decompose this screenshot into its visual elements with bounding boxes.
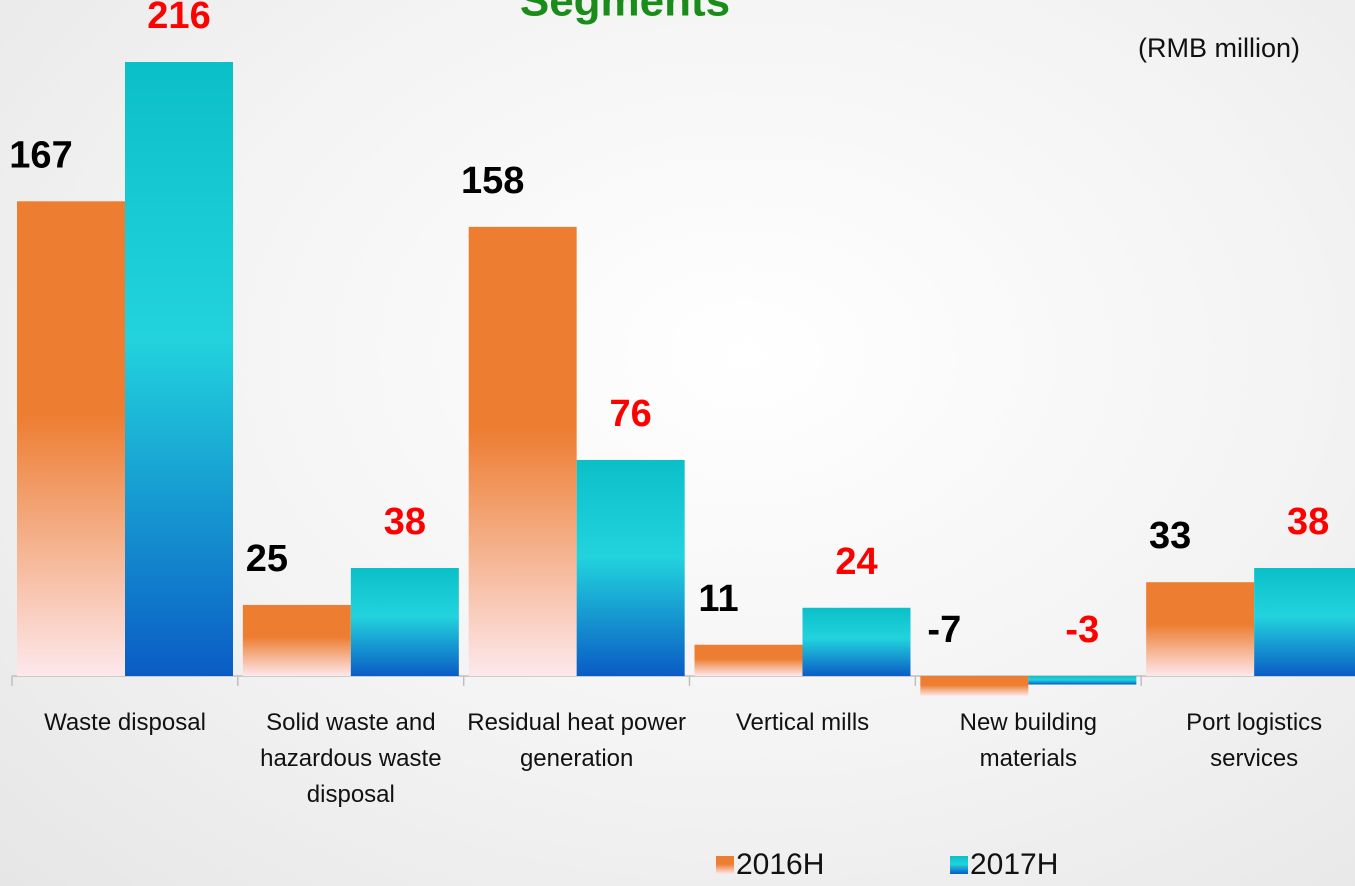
legend-label: 2017H: [970, 848, 1058, 881]
bar: [576, 459, 685, 676]
data-label: 76: [610, 393, 652, 435]
bar: [1146, 582, 1255, 676]
data-label: 33: [1149, 515, 1191, 557]
legend-swatch: [950, 856, 968, 874]
bar: [802, 607, 911, 676]
data-label: 24: [835, 541, 877, 583]
x-tick-label: Residual heat power generation: [467, 709, 687, 772]
data-label: 38: [1287, 501, 1329, 543]
data-label: 25: [246, 538, 288, 580]
x-tick-label: Solid waste and hazardous waste disposal: [260, 709, 442, 808]
bar: [1028, 676, 1137, 685]
chart-title: Segments: [520, 0, 730, 26]
bar: [1254, 567, 1355, 676]
bar: [242, 604, 351, 676]
data-label: -7: [927, 609, 961, 651]
data-label: -3: [1065, 609, 1099, 651]
data-label: 11: [698, 578, 738, 620]
data-label: 158: [461, 160, 524, 202]
x-tick-label: Port logistics services: [1186, 709, 1323, 772]
data-label: 38: [384, 501, 426, 543]
bar: [694, 644, 803, 676]
legend-label: 2016H: [736, 848, 824, 881]
unit-label: (RMB million): [1138, 33, 1300, 63]
x-tick-label: Waste disposal: [44, 709, 206, 736]
data-label: 216: [147, 0, 210, 37]
bar: [468, 226, 577, 677]
bar: [125, 62, 233, 676]
x-tick-label: Vertical mills: [735, 709, 870, 736]
bar: [350, 567, 459, 676]
bar: [920, 676, 1029, 696]
data-label: 167: [9, 134, 72, 176]
x-tick-label: New building materials: [959, 709, 1098, 772]
bar: [17, 201, 125, 676]
legend-swatch: [716, 856, 734, 874]
